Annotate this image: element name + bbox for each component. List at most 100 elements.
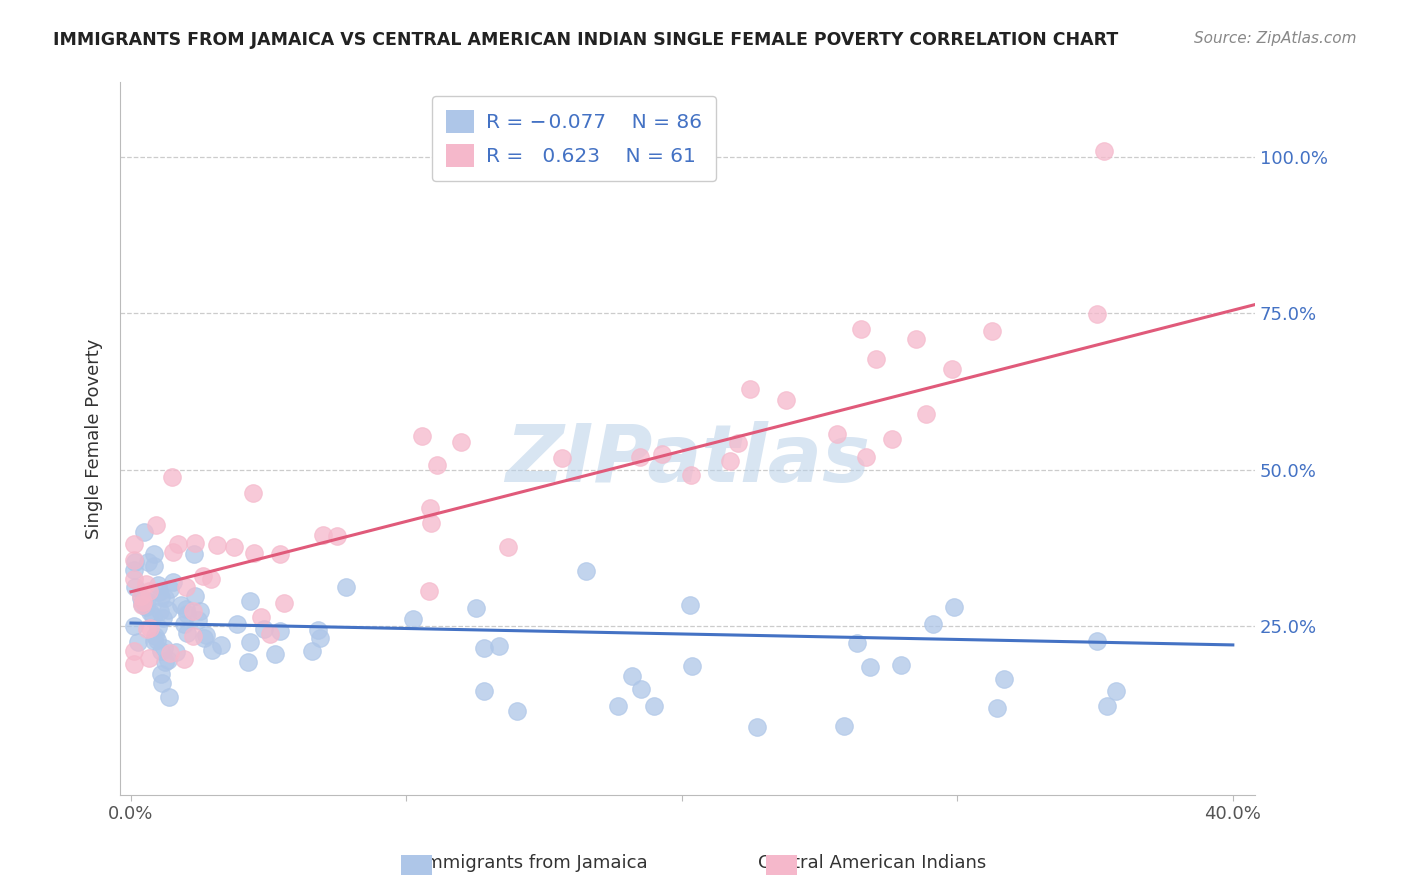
Point: [136, 554, 159, 568]
Point: [183, 535, 205, 549]
Point: [747, 720, 769, 734]
Point: [855, 450, 877, 464]
Point: [941, 362, 963, 376]
Point: [718, 454, 741, 468]
Point: [993, 673, 1015, 687]
Point: [124, 555, 146, 569]
Point: [628, 450, 651, 464]
Point: [239, 593, 262, 607]
Point: [122, 572, 145, 586]
Point: [882, 432, 904, 446]
Point: [239, 634, 262, 648]
Point: [162, 574, 184, 589]
Point: [472, 641, 495, 656]
Point: [426, 458, 449, 472]
Point: [160, 470, 183, 484]
Point: [135, 599, 157, 614]
Point: [132, 594, 155, 608]
Point: [981, 324, 1004, 338]
Point: [418, 584, 440, 599]
Point: [986, 701, 1008, 715]
Point: [145, 517, 167, 532]
Point: [181, 604, 204, 618]
Point: [464, 601, 486, 615]
Point: [651, 447, 673, 461]
Point: [138, 651, 160, 665]
Point: [159, 646, 181, 660]
Point: [681, 659, 703, 673]
Point: [209, 638, 232, 652]
Point: [149, 604, 172, 618]
Point: [307, 623, 329, 637]
Point: [156, 653, 179, 667]
Point: [834, 719, 856, 733]
Point: [132, 595, 155, 609]
Point: [922, 617, 945, 632]
Point: [575, 565, 598, 579]
Point: [200, 572, 222, 586]
Point: [915, 407, 938, 421]
Point: [131, 597, 153, 611]
Point: [150, 643, 173, 657]
Point: [205, 538, 228, 552]
Point: [127, 635, 149, 649]
Text: Immigrants from Jamaica: Immigrants from Jamaica: [420, 855, 648, 872]
Point: [269, 624, 291, 639]
Point: [201, 643, 224, 657]
Point: [264, 647, 287, 661]
Point: [849, 322, 872, 336]
Point: [149, 667, 172, 681]
Y-axis label: Single Female Poverty: Single Female Poverty: [86, 338, 103, 539]
Point: [890, 658, 912, 673]
Point: [170, 598, 193, 612]
Point: [181, 629, 204, 643]
Point: [411, 429, 433, 443]
Point: [138, 605, 160, 619]
Point: [166, 645, 188, 659]
Point: [188, 603, 211, 617]
Point: [152, 611, 174, 625]
Point: [174, 602, 197, 616]
Point: [143, 629, 166, 643]
Point: [150, 676, 173, 690]
Point: [122, 619, 145, 633]
Point: [775, 393, 797, 408]
Point: [129, 589, 152, 603]
Point: [153, 640, 176, 655]
Point: [143, 558, 166, 573]
Point: [607, 698, 630, 713]
Point: [146, 632, 169, 647]
Point: [242, 486, 264, 500]
Point: [187, 613, 209, 627]
Point: [419, 501, 441, 516]
Point: [159, 582, 181, 597]
Point: [1085, 307, 1108, 321]
Point: [643, 699, 665, 714]
Point: [325, 529, 347, 543]
Point: [142, 634, 165, 648]
Point: [496, 541, 519, 555]
Point: [905, 333, 928, 347]
Point: [472, 684, 495, 698]
Point: [621, 669, 644, 683]
Point: [139, 621, 162, 635]
Point: [122, 644, 145, 658]
Point: [253, 622, 276, 636]
Point: [195, 628, 218, 642]
Point: [122, 536, 145, 550]
Point: [148, 620, 170, 634]
Point: [176, 607, 198, 621]
Point: [1097, 698, 1119, 713]
Point: [630, 681, 652, 696]
Point: [226, 616, 249, 631]
Point: [138, 584, 160, 599]
Point: [301, 644, 323, 658]
Legend: R = − 0.077    N = 86, R =   0.623    N = 61: R = − 0.077 N = 86, R = 0.623 N = 61: [432, 95, 716, 181]
Point: [136, 593, 159, 607]
Point: [135, 576, 157, 591]
Point: [402, 612, 425, 626]
Point: [740, 382, 762, 396]
Point: [506, 704, 529, 718]
Point: [135, 622, 157, 636]
Point: [122, 657, 145, 671]
